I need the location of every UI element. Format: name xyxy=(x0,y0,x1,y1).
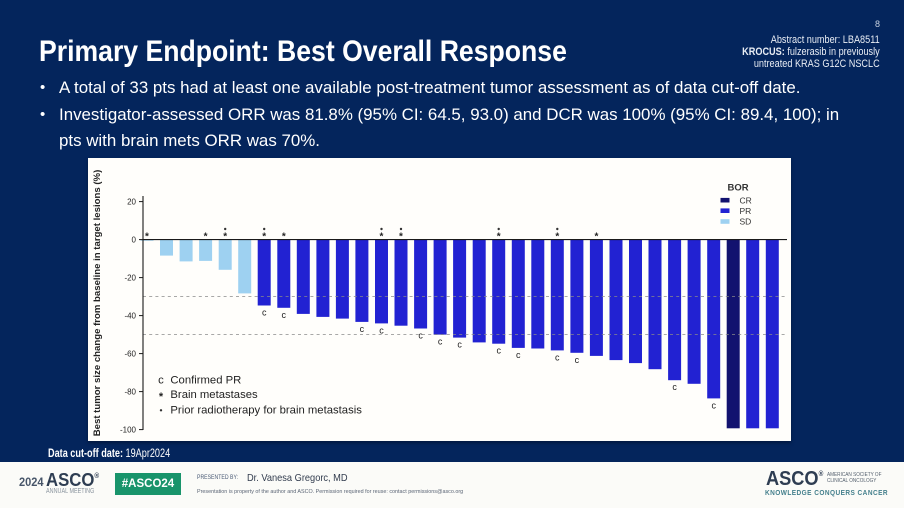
svg-text:*: * xyxy=(380,231,384,242)
svg-text:-100: -100 xyxy=(120,425,137,434)
svg-text:c: c xyxy=(457,340,462,350)
svg-text:*: * xyxy=(223,231,227,242)
svg-text:Prior radiotherapy for brain m: Prior radiotherapy for brain metastasis xyxy=(170,405,362,417)
svg-text:*: * xyxy=(399,231,403,242)
svg-text:-20: -20 xyxy=(124,273,136,282)
svg-text:c: c xyxy=(496,346,501,356)
svg-text:BOR: BOR xyxy=(728,183,749,194)
svg-text:c: c xyxy=(379,325,384,335)
svg-text:20: 20 xyxy=(127,197,136,206)
svg-text:*: * xyxy=(282,231,286,242)
svg-text:c: c xyxy=(516,350,521,360)
svg-text:Best tumor size change from ba: Best tumor size change from baseline in … xyxy=(92,170,103,437)
svg-text:c: c xyxy=(711,400,716,410)
svg-text:c: c xyxy=(672,382,677,392)
svg-text:*: * xyxy=(204,231,208,242)
svg-text:*: * xyxy=(159,391,164,403)
svg-text:0: 0 xyxy=(132,235,137,244)
svg-text:SD: SD xyxy=(740,217,752,227)
svg-text:-80: -80 xyxy=(124,387,136,396)
svg-text:CR: CR xyxy=(740,195,752,205)
svg-text:*: * xyxy=(497,231,501,242)
svg-text:*: * xyxy=(145,231,149,242)
svg-text:*: * xyxy=(594,231,598,242)
svg-text:*: * xyxy=(262,231,266,242)
svg-text:c: c xyxy=(555,352,560,362)
svg-text:PR: PR xyxy=(740,206,752,216)
svg-text:c: c xyxy=(158,375,164,387)
svg-text:*: * xyxy=(555,231,559,242)
svg-text:c: c xyxy=(360,324,365,334)
svg-text:c: c xyxy=(438,337,443,347)
svg-text:c: c xyxy=(262,308,267,318)
svg-text:c: c xyxy=(575,355,580,365)
svg-text:c: c xyxy=(418,331,423,341)
svg-text:Confirmed PR: Confirmed PR xyxy=(170,375,241,387)
svg-text:Brain metastases: Brain metastases xyxy=(170,389,258,401)
svg-text:-60: -60 xyxy=(124,349,136,358)
svg-text:c: c xyxy=(282,310,287,320)
svg-text:-40: -40 xyxy=(124,311,136,320)
